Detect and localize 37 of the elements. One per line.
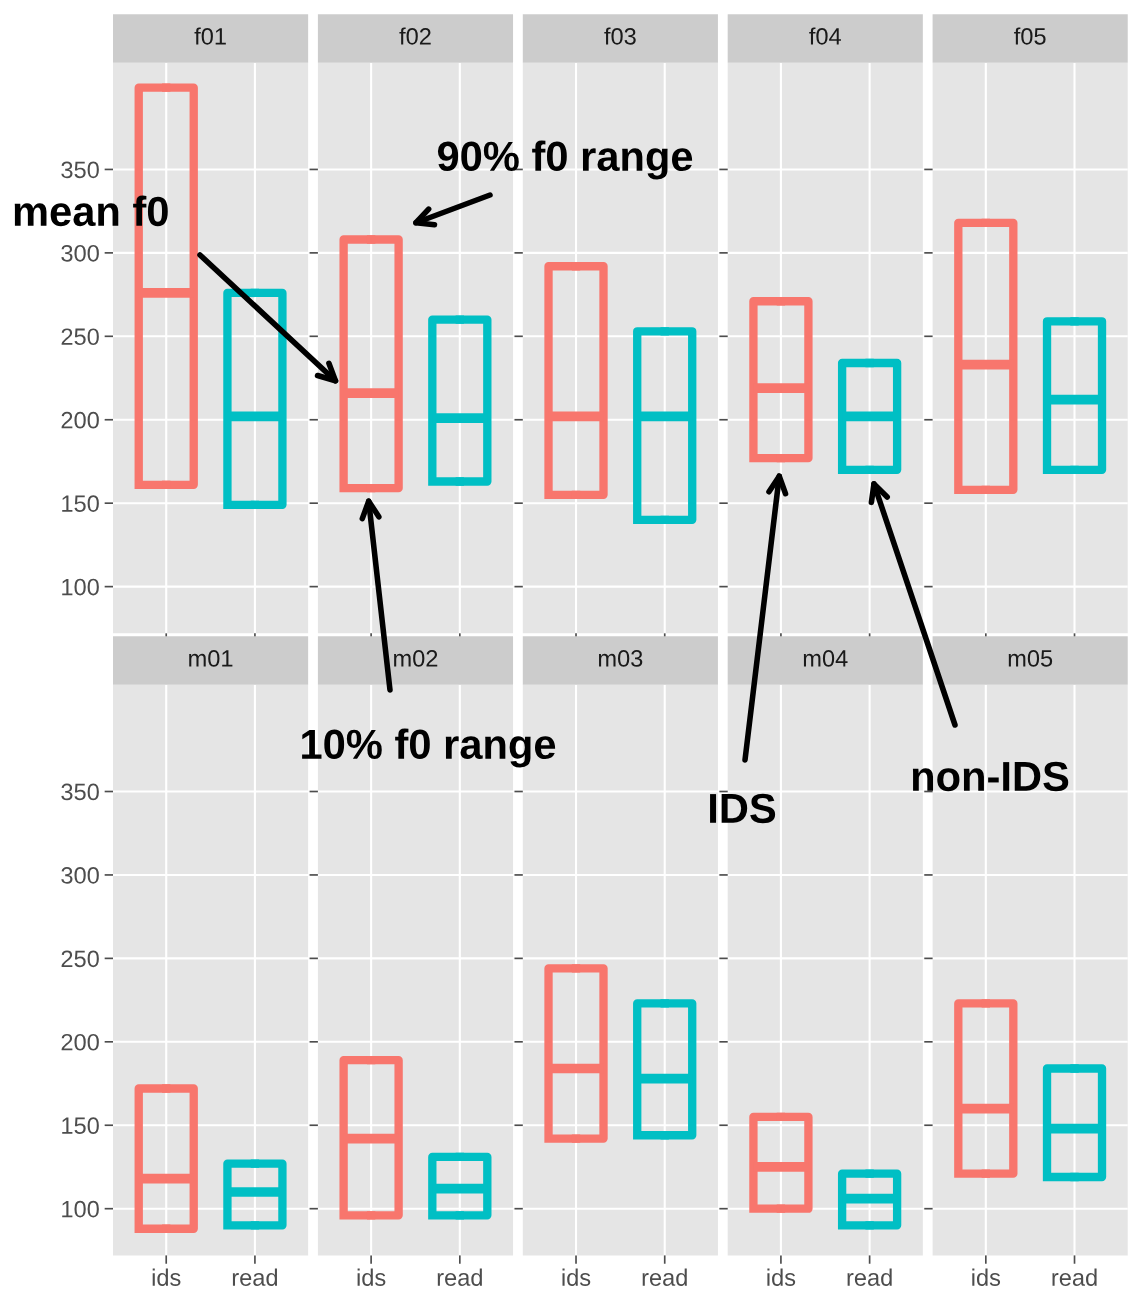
x-tick-label: ids [767, 1268, 796, 1286]
x-tick-label: read [437, 1268, 482, 1286]
y-tick-label: 250 [61, 950, 99, 968]
chart-title: m01 [189, 650, 233, 667]
chart-title: f02 [399, 27, 431, 45]
x-tick-label: ids [562, 1268, 591, 1286]
annotation: 10% f0 range [302, 728, 556, 768]
y-tick-label: 250 [61, 328, 99, 346]
annotation: IDS [710, 793, 776, 824]
y-tick-label: 150 [62, 495, 99, 512]
x-tick-label: read [642, 1268, 687, 1286]
y-tick-label: 300 [61, 867, 99, 884]
y-tick-label: 200 [61, 411, 99, 429]
x-tick-label: read [1052, 1268, 1097, 1286]
y-tick-label: 100 [62, 578, 99, 596]
y-tick-label: 300 [61, 244, 99, 262]
chart-title: m03 [598, 650, 643, 667]
x-tick-label: read [232, 1268, 278, 1286]
chart-title: m05 [1008, 650, 1053, 667]
chart-title: f01 [194, 27, 226, 45]
x-tick-label: ids [152, 1268, 181, 1286]
y-tick-label: 350 [61, 783, 99, 801]
chart-title: m04 [803, 650, 848, 667]
annotation: non-IDS [912, 761, 1069, 792]
annotation: 90% f0 range [437, 140, 693, 180]
y-tick-label: 350 [61, 161, 99, 179]
y-tick-label: 200 [61, 1033, 99, 1051]
x-tick-label: ids [972, 1268, 1001, 1286]
chart-title: f04 [809, 27, 841, 45]
x-tick-label: read [847, 1268, 892, 1286]
y-tick-label: 150 [62, 1117, 99, 1135]
chart-title: m02 [394, 650, 438, 667]
y-tick-label: 100 [62, 1200, 99, 1218]
x-tick-label: ids [357, 1268, 386, 1286]
annotation: mean f0 [14, 195, 168, 227]
chart-title: f03 [604, 27, 636, 45]
chart-title: f05 [1014, 27, 1046, 45]
